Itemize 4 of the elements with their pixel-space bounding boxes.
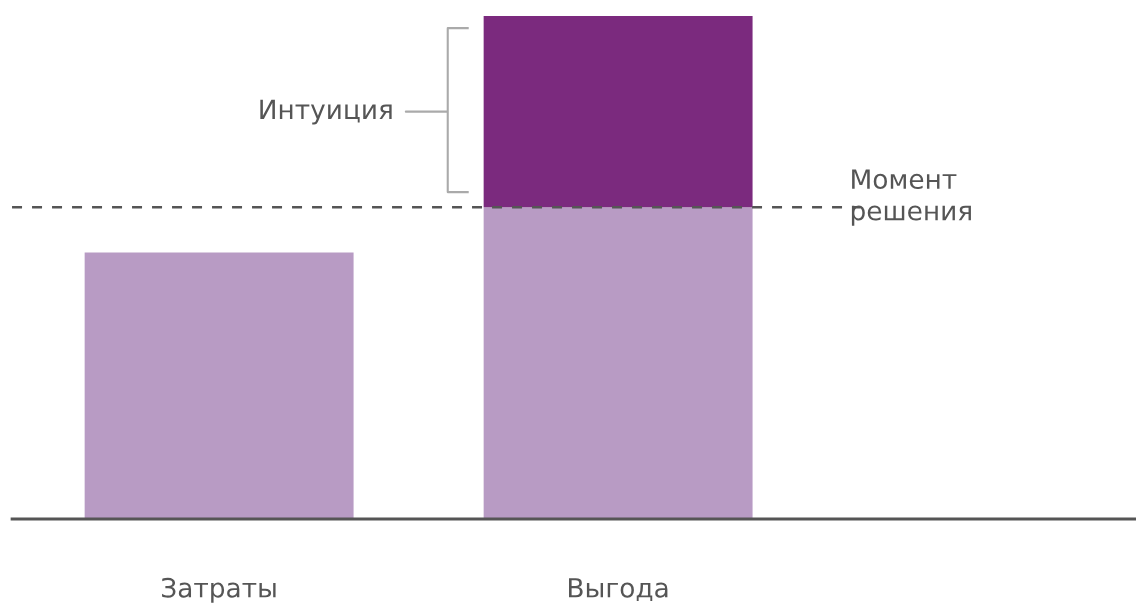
ref-line-label: Момент решения — [851, 169, 971, 226]
x-tick-label: Затраты — [162, 577, 276, 603]
x-tick-label: Выгода — [569, 578, 668, 602]
annotation: Интуиция — [260, 99, 392, 125]
